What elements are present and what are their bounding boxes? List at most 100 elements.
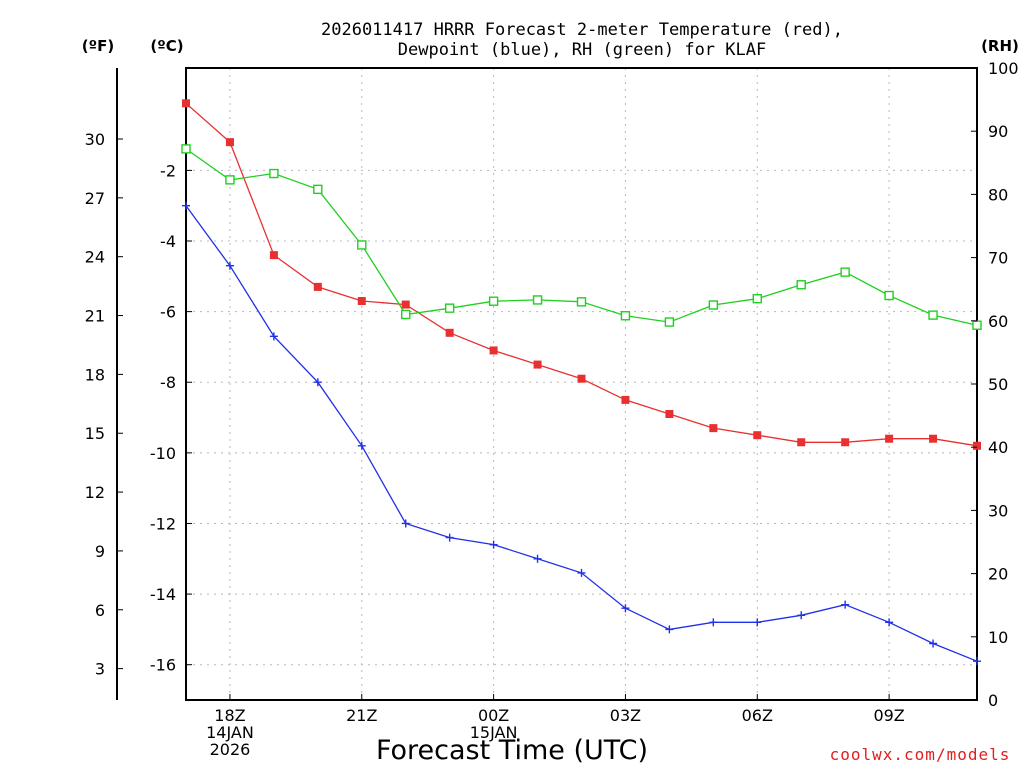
rh-tick-label: 90 bbox=[988, 122, 1008, 141]
celsius-tick-label: -12 bbox=[150, 514, 176, 533]
rh-point bbox=[796, 280, 806, 290]
celsius-tick-label: -16 bbox=[150, 656, 176, 675]
celsius-unit-label: (ºC) bbox=[150, 37, 183, 55]
temperature-point bbox=[753, 431, 762, 440]
credit-link[interactable]: coolwx.com/models bbox=[830, 745, 1011, 764]
dewpoint-point bbox=[533, 554, 542, 563]
celsius-tick-label: -4 bbox=[160, 232, 176, 251]
fahrenheit-unit-label: (ºF) bbox=[82, 37, 114, 55]
fahrenheit-tick-label: 3 bbox=[95, 660, 105, 679]
x-tick-label: 00Z bbox=[478, 706, 509, 725]
dewpoint-point bbox=[401, 519, 410, 528]
fahrenheit-tick-label: 27 bbox=[85, 189, 105, 208]
rh-point bbox=[313, 184, 323, 195]
rh-point bbox=[928, 310, 938, 320]
celsius-tick-label: -10 bbox=[150, 444, 176, 463]
fahrenheit-tick-label: 18 bbox=[85, 365, 105, 384]
dewpoint-point bbox=[182, 201, 190, 210]
dewpoint-point bbox=[225, 261, 234, 270]
temperature-point bbox=[225, 138, 234, 147]
rh-point bbox=[972, 320, 982, 330]
rh-point bbox=[884, 290, 894, 301]
rh-tick-label: 30 bbox=[988, 501, 1008, 520]
rh-point bbox=[576, 297, 587, 307]
temperature-point bbox=[401, 300, 410, 309]
tick-labels: 30272421181512963-2-4-6-8-10-12-14-16100… bbox=[85, 59, 1019, 759]
rh-point bbox=[620, 311, 631, 321]
rh-tick-label: 0 bbox=[988, 691, 998, 710]
temperature-point bbox=[973, 441, 981, 450]
dewpoint-point bbox=[753, 618, 762, 627]
celsius-tick-label: -8 bbox=[160, 373, 176, 392]
celsius-tick-label: -14 bbox=[150, 585, 176, 604]
rh-tick-label: 10 bbox=[988, 628, 1008, 647]
title-line-2: Dewpoint (blue), RH (green) for KLAF bbox=[398, 40, 766, 60]
dewpoint-point bbox=[489, 540, 498, 549]
rh-point bbox=[708, 300, 719, 310]
temperature-point bbox=[445, 328, 454, 337]
x-tick-label: 21Z bbox=[346, 706, 377, 725]
fahrenheit-tick-label: 6 bbox=[95, 601, 105, 620]
title-line-1: 2026011417 HRRR Forecast 2-meter Tempera… bbox=[321, 20, 843, 40]
temperature-point bbox=[182, 99, 190, 108]
x-tick-label: 06Z bbox=[742, 706, 773, 725]
x-axis-label: Forecast Time (UTC) bbox=[376, 735, 648, 766]
dewpoint-point bbox=[665, 625, 674, 634]
rh-point bbox=[532, 295, 543, 305]
temperature-point bbox=[577, 374, 586, 383]
rh-point bbox=[401, 309, 411, 320]
rh-point bbox=[488, 296, 499, 306]
temperature-point bbox=[665, 410, 674, 419]
gridlines bbox=[186, 68, 977, 700]
dewpoint-point bbox=[577, 568, 586, 577]
dewpoint-line bbox=[185, 205, 978, 662]
dewpoint-point bbox=[621, 604, 630, 613]
temperature-point bbox=[621, 395, 630, 404]
rh-tick-label: 20 bbox=[988, 565, 1008, 584]
rh-unit-label: (RH) bbox=[981, 37, 1019, 55]
series-rh bbox=[181, 144, 982, 330]
data-series bbox=[181, 99, 982, 666]
temperature-point bbox=[841, 438, 850, 447]
dewpoint-point bbox=[797, 611, 806, 620]
fahrenheit-tick-label: 21 bbox=[85, 307, 105, 326]
rh-point bbox=[181, 144, 191, 154]
series-temperature bbox=[182, 99, 981, 450]
dewpoint-point bbox=[929, 639, 938, 648]
dewpoint-point bbox=[973, 657, 981, 666]
rh-tick-label: 100 bbox=[988, 59, 1019, 78]
x-tick-label: 09Z bbox=[873, 706, 904, 725]
dewpoint-point bbox=[709, 618, 718, 627]
x-tick-label: 14JAN bbox=[206, 723, 254, 742]
temperature-point bbox=[885, 434, 894, 443]
dewpoint-point bbox=[313, 378, 322, 387]
rh-point bbox=[444, 303, 455, 313]
plot-frame bbox=[185, 67, 978, 701]
celsius-tick-label: -6 bbox=[160, 303, 176, 322]
rh-point bbox=[752, 293, 762, 304]
series-dewpoint bbox=[182, 201, 981, 666]
fahrenheit-tick-label: 24 bbox=[85, 248, 105, 267]
fahrenheit-tick-label: 12 bbox=[85, 483, 105, 502]
temperature-point bbox=[269, 251, 278, 260]
rh-tick-label: 80 bbox=[988, 185, 1008, 204]
dewpoint-point bbox=[885, 618, 894, 627]
x-tick-label: 2026 bbox=[210, 740, 251, 759]
rh-tick-label: 50 bbox=[988, 375, 1008, 394]
fahrenheit-tick-label: 9 bbox=[95, 542, 105, 561]
rh-tick-label: 70 bbox=[988, 249, 1008, 268]
temperature-point bbox=[313, 282, 322, 291]
chart-title: 2026011417 HRRR Forecast 2-meter Tempera… bbox=[321, 20, 843, 60]
x-tick-label: 18Z bbox=[214, 706, 245, 725]
temperature-point bbox=[489, 346, 498, 355]
x-tick-label: 15JAN bbox=[470, 723, 518, 742]
rh-point bbox=[664, 317, 675, 327]
temperature-line bbox=[185, 102, 978, 447]
dewpoint-point bbox=[269, 332, 278, 341]
temperature-point bbox=[357, 297, 366, 306]
temperature-point bbox=[709, 424, 718, 433]
dewpoint-point bbox=[357, 441, 366, 450]
rh-point bbox=[840, 267, 850, 277]
rh-point bbox=[269, 168, 279, 179]
fahrenheit-tick-label: 15 bbox=[85, 424, 105, 443]
